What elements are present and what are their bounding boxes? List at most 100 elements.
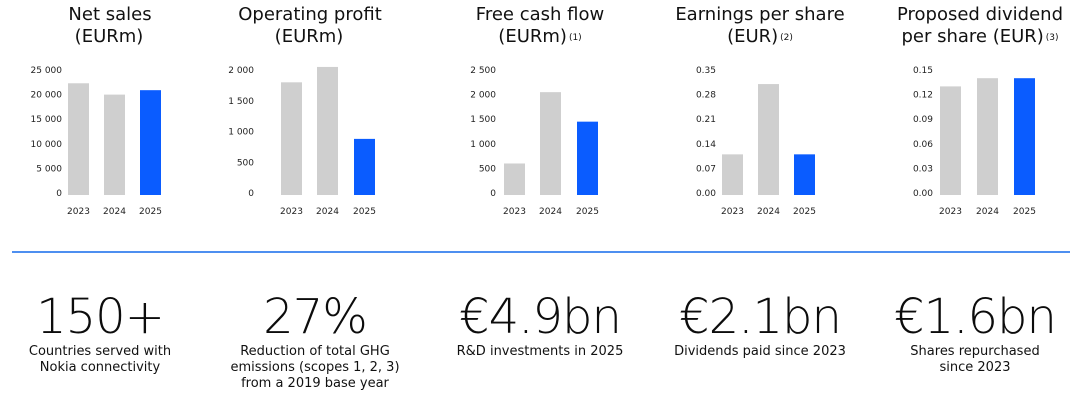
bar-2024 [317,66,338,195]
bar-2025 [1014,78,1035,195]
chart-title-line-1: Net sales [68,4,152,25]
y-tick-label: 15 000 [31,115,63,125]
bar-2023 [281,82,302,195]
y-tick-label: 1 500 [470,115,496,125]
proposed-dividend-chart: Proposed dividend per share (EUR) (3) 0.0… [885,0,1075,235]
y-tick-label: 0.03 [913,164,933,174]
bar-2023 [504,163,525,195]
x-tick-label: 2023 [503,207,526,217]
chart-title-line-2: (EUR) [727,26,779,47]
y-tick-label: 25 000 [31,66,63,76]
bar-2025 [140,90,161,195]
y-tick-label: 0 [490,189,496,199]
bar-2024 [104,94,125,195]
chart-title-line-2: (EURm) [498,26,567,47]
chart-title-line-2: per share (EUR) [901,26,1044,47]
x-tick-label: 2023 [939,207,962,217]
chart-footnote: (3) [1045,33,1059,43]
y-tick-label: 2 000 [228,66,254,76]
stat-value: 150+ [36,289,165,345]
x-tick-label: 2024 [103,207,126,217]
bar-2024 [977,78,998,195]
y-tick-label: 0.35 [696,66,716,76]
chart-title-line-1: Proposed dividend [896,4,1063,25]
chart-title: Earnings per share (EUR) (2) [670,4,850,48]
chart-footnote: (2) [780,33,793,43]
y-tick-label: 0 [248,189,254,199]
y-tick-label: 0.06 [913,140,933,150]
bar-2023 [68,83,89,195]
x-tick-label: 2023 [721,207,744,217]
bar-2024 [758,84,779,195]
y-tick-label: 0.28 [696,91,716,101]
x-tick-label: 2023 [280,207,303,217]
bar-2025 [577,121,598,195]
chart-title: Operating profit (EURm) [220,4,400,48]
y-tick-label: 20 000 [31,91,63,101]
x-tick-label: 2025 [353,207,376,217]
x-tick-label: 2025 [139,207,162,217]
chart-plot: 0.00 0.03 0.06 0.09 0.12 0.15 2023 2024 2025 [913,66,1036,217]
stat-value: €4.9bn [459,289,622,345]
x-tick-label: 2025 [793,207,816,217]
earnings-per-share-chart: Earnings per share (EUR) (2) 0.00 0.07 0.14… [670,0,850,235]
net-sales-chart: Net sales (EURm) 0 5 000 10 000 15 000 20 00… [20,0,200,235]
stat-description: Reduction of total GHG emissions (scopes… [230,344,400,391]
chart-title-line-2: (EURm) [74,26,144,47]
chart-plot: 0 500 1 000 1 500 2 000 2 500 2023 2024 2025 [470,66,599,217]
bar-2025 [354,138,375,195]
chart-title: Free cash flow (EURm) (1) [450,4,630,48]
y-tick-label: 1 000 [470,140,496,150]
chart-plot: 0 5 000 10 000 15 000 20 000 25 000 2023 2024 20… [31,66,162,217]
y-tick-label: 5 000 [36,164,62,174]
y-tick-label: 1 000 [228,128,254,138]
x-tick-label: 2024 [316,207,339,217]
y-tick-label: 0.07 [696,164,716,174]
stat-description: Countries served with Nokia connectivity [28,344,172,375]
x-tick-label: 2024 [976,207,999,217]
bar-2023 [940,86,961,195]
y-tick-label: 2 500 [470,66,496,76]
chart-title-line-1: Free cash flow [475,4,605,25]
stat-dividends-paid: €2.1bn Dividends paid since 2023 [655,290,865,360]
x-tick-label: 2023 [67,207,90,217]
chart-plot: 0 500 1 000 1 500 2 000 2023 2024 2025 [228,66,376,217]
chart-title-line-2: (EURm) [274,26,344,47]
operating-profit-chart: Operating profit (EURm) 0 500 1 000 1 500 2 … [220,0,400,235]
x-tick-label: 2025 [576,207,599,217]
y-tick-label: 0.00 [696,189,716,199]
y-tick-label: 0 [56,189,62,199]
bar-2024 [540,92,561,195]
chart-title: Proposed dividend per share (EUR) (3) [885,4,1075,48]
stat-description: R&D investments in 2025 [456,344,624,359]
y-tick-label: 1 500 [228,97,254,107]
stat-description: Shares repurchased since 2023 [910,344,1040,375]
stat-description: Dividends paid since 2023 [674,344,846,359]
y-tick-label: 0.00 [913,189,933,199]
x-tick-label: 2024 [757,207,780,217]
y-tick-label: 0.09 [913,115,933,125]
bar-2023 [722,154,743,195]
y-tick-label: 0.21 [696,115,716,125]
section-divider [12,251,1070,253]
stat-value: €2.1bn [679,289,842,345]
y-tick-label: 2 000 [470,91,496,101]
chart-footnote: (1) [568,33,582,43]
chart-title-line-1: Operating profit [238,4,382,25]
bar-2025 [794,154,815,195]
stat-countries: 150+ Countries served with Nokia connect… [0,290,200,376]
x-tick-label: 2025 [1013,207,1036,217]
y-tick-label: 10 000 [31,140,63,150]
stat-ghg-reduction: 27% Reduction of total GHG emissions (sc… [215,290,415,392]
stat-shares-repurchased: €1.6bn Shares repurchased since 2023 [870,290,1080,376]
chart-plot: 0.00 0.07 0.14 0.21 0.28 0.35 2023 2024 2025 [696,66,816,217]
stat-value: €1.6bn [894,289,1057,345]
x-tick-label: 2024 [539,207,562,217]
y-tick-label: 0.14 [696,140,716,150]
y-tick-label: 500 [237,158,254,168]
y-tick-label: 0.15 [913,66,933,76]
stat-value: 27% [263,289,368,345]
free-cash-flow-chart: Free cash flow (EURm) (1) 0 500 1 000 1 500 2… [450,0,630,235]
stat-rd-investments: €4.9bn R&D investments in 2025 [435,290,645,360]
chart-title-line-1: Earnings per share [675,4,845,25]
